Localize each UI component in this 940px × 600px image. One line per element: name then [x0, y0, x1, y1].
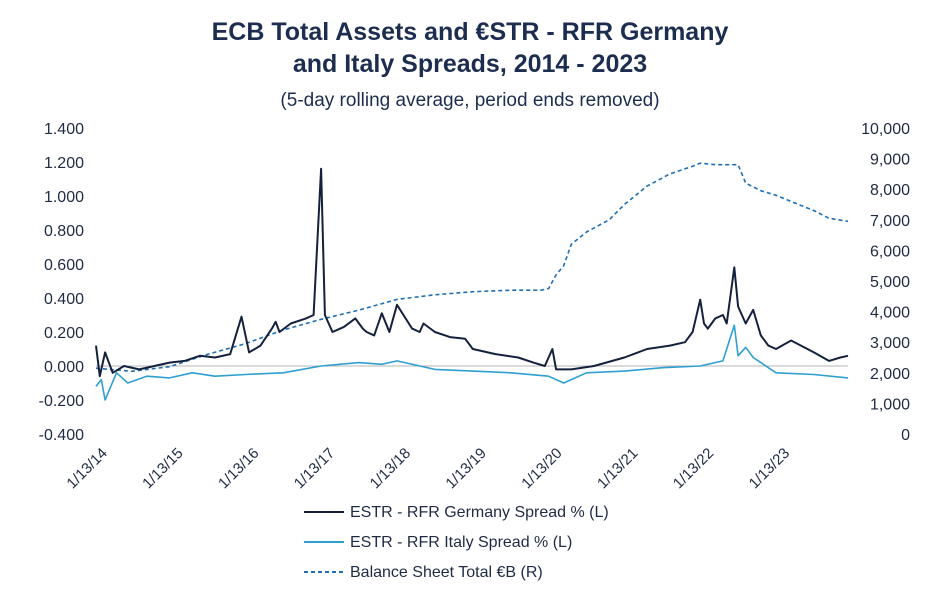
right-tick-label: 10,000 — [861, 121, 910, 138]
x-tick-label: 1/13/19 — [442, 445, 489, 492]
x-tick-label: 1/13/20 — [518, 445, 565, 492]
right-tick-label: 8,000 — [870, 182, 910, 199]
right-tick-label: 3,000 — [870, 335, 910, 352]
left-tick-label: 1.000 — [44, 189, 84, 206]
left-axis: 1.400 1.200 1.000 0.800 0.600 0.400 0.200 0.000… — [39, 121, 84, 444]
x-tick-label: 1/13/15 — [139, 445, 186, 492]
right-tick-label: 4,000 — [870, 305, 910, 322]
chart-title-line2: and Italy Spreads, 2014 - 2023 — [292, 50, 648, 78]
x-tick-label: 1/13/17 — [291, 445, 338, 492]
legend-label: ESTR - RFR Germany Spread % (L) — [350, 504, 609, 521]
left-tick-label: 0.800 — [44, 223, 84, 240]
x-tick-label: 1/13/16 — [215, 445, 262, 492]
left-tick-label: 1.200 — [44, 155, 84, 172]
left-tick-label: -0.200 — [39, 393, 84, 410]
series-germany-line — [95, 167, 849, 378]
x-tick-label: 1/13/23 — [746, 445, 793, 492]
series-layer — [95, 162, 849, 401]
legend-label: Balance Sheet Total €B (R) — [350, 564, 543, 581]
right-tick-label: 2,000 — [870, 366, 910, 383]
left-tick-label: 0.200 — [44, 325, 84, 342]
x-tick-label: 1/13/14 — [63, 445, 110, 492]
series-balance-line — [95, 162, 849, 373]
chart-title-line1: ECB Total Assets and €STR - RFR Germany — [211, 18, 729, 46]
left-tick-label: 0.400 — [44, 291, 84, 308]
legend-label: ESTR - RFR Italy Spread % (L) — [350, 534, 572, 551]
right-tick-label: 1,000 — [870, 396, 910, 413]
right-tick-label: 9,000 — [870, 152, 910, 169]
right-tick-label: 6,000 — [870, 243, 910, 260]
chart-subtitle: (5-day rolling average, period ends remo… — [280, 90, 660, 111]
x-tick-label: 1/13/21 — [594, 445, 641, 492]
right-tick-label: 5,000 — [870, 274, 910, 291]
x-axis: 1/13/14 1/13/15 1/13/16 1/13/17 1/13/18 1/13/… — [63, 445, 793, 492]
left-tick-label: 0.000 — [44, 359, 84, 376]
right-axis: 10,000 9,000 8,000 7,000 6,000 5,000 4,000 3,00… — [861, 121, 910, 444]
x-tick-label: 1/13/22 — [670, 445, 717, 492]
right-tick-label: 0 — [901, 427, 910, 444]
left-tick-label: 1.400 — [44, 121, 84, 138]
left-tick-label: -0.400 — [39, 427, 84, 444]
right-tick-label: 7,000 — [870, 213, 910, 230]
x-tick-label: 1/13/18 — [367, 445, 414, 492]
legend: ESTR - RFR Germany Spread % (L) ESTR - RF… — [304, 504, 609, 581]
series-italy-line — [95, 324, 849, 401]
left-tick-label: 0.600 — [44, 257, 84, 274]
